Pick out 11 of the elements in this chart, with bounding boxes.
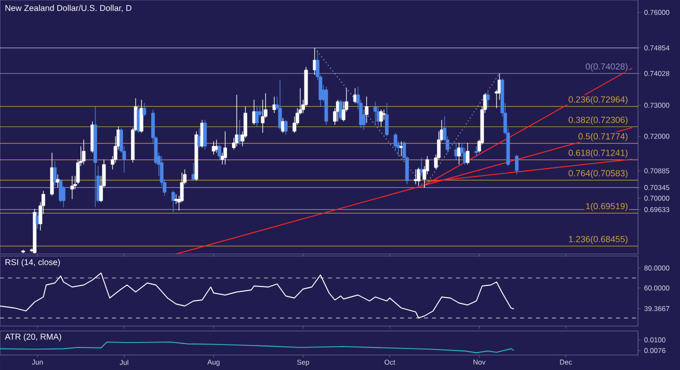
chart-title: RSI (14, close) [6,258,60,267]
ref-line-label: 1(0.69519) [586,202,628,211]
ref-line-label: 0.236(0.72964) [568,96,628,104]
ref-line-label: 1.236(0.68455) [568,236,628,244]
chart-title: New Zealand Dollar/U.S. Dollar, D [6,4,132,12]
ref-line-label: 0.764(0.70583) [568,170,628,178]
ref-line-label: 0.618(0.71241) [568,149,628,158]
ref-line-label: 0(0.74028) [586,63,628,72]
ref-line-label: 0.5(0.71774) [578,132,628,142]
chart-title: ATR (20, RMA) [4,333,62,342]
ref-line-label: 0.382(0.72306) [568,116,628,125]
